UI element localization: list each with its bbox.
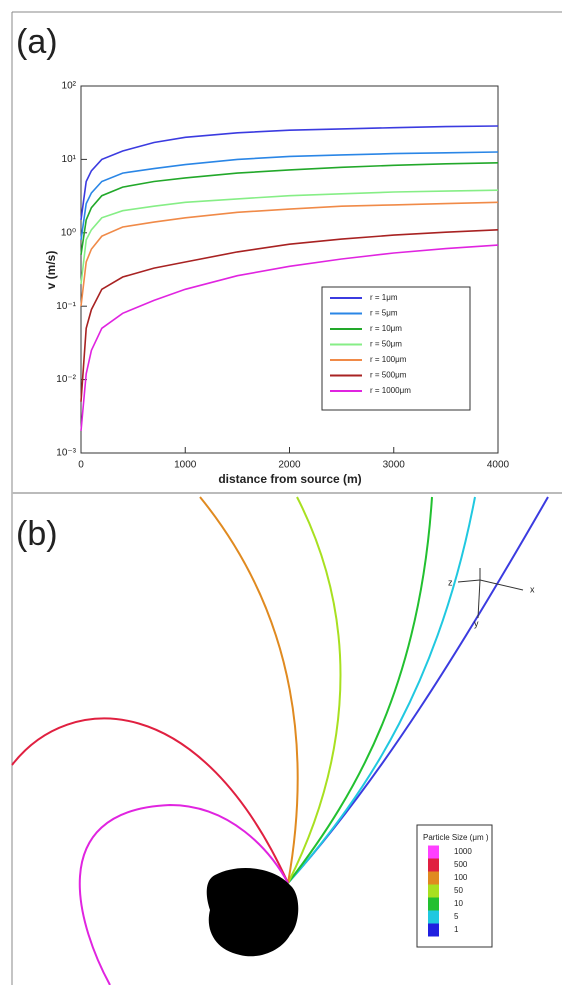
x-tick-label: 3000 (383, 460, 406, 471)
line (80, 244, 499, 431)
x-tick-label: 4000 (487, 460, 510, 471)
colorbar-swatch (428, 845, 439, 859)
legend-label: r = 1000μm (370, 386, 411, 395)
axis-triad (457, 568, 524, 619)
y-tick-label: 10⁻¹ (56, 301, 76, 312)
trajectory (11, 717, 289, 884)
trajectories (11, 496, 549, 985)
trajectory (287, 496, 342, 884)
comet-nucleus (206, 867, 299, 957)
trajectory (287, 496, 476, 884)
colorbar-label: 1000 (454, 847, 472, 856)
line (80, 125, 499, 221)
line (80, 229, 499, 402)
x-tick-label: 0 (78, 460, 84, 471)
y-tick-label: 10¹ (62, 154, 77, 165)
colorbar-label: 100 (454, 873, 468, 882)
y-tick-label: 10⁻³ (56, 448, 76, 459)
legend-label: r = 10μm (370, 324, 402, 333)
trajectory (199, 496, 299, 884)
colorbar-label: 5 (454, 912, 459, 921)
triad-label: z (448, 577, 453, 587)
trajectory (287, 496, 433, 884)
legend-label: r = 5μm (370, 309, 398, 318)
legend-box (321, 286, 471, 411)
line (80, 162, 499, 256)
colorbar-swatch (428, 910, 439, 924)
legend-label: r = 500μm (370, 371, 407, 380)
colorbar-label: 50 (454, 886, 463, 895)
line (80, 189, 499, 285)
triad-label: y (474, 618, 479, 628)
x-tick-label: 1000 (174, 460, 197, 471)
triad-axis (457, 579, 481, 583)
colorbar-swatch (428, 858, 439, 872)
colorbar-label: 1 (454, 925, 459, 934)
triad-axis (477, 579, 481, 619)
x-tick-label: 2000 (278, 460, 301, 471)
legend-label: r = 1μm (370, 293, 398, 302)
colorbar-swatch (428, 923, 439, 937)
triad-axis (479, 579, 524, 591)
triad-label: x (530, 584, 535, 594)
legend-label: r = 50μm (370, 340, 402, 349)
colorbar-swatch (428, 871, 439, 885)
line (80, 201, 499, 307)
colorbar: Particle Size (μm ) 1000 500 100 50 10 5 1 (416, 824, 493, 948)
x-axis-label: distance from source (m) (218, 472, 361, 486)
y-tick-label: 10⁰ (61, 227, 76, 238)
colorbar-label: 10 (454, 899, 463, 908)
y-tick-label: 10² (62, 81, 77, 92)
panel-label: (a) (16, 23, 58, 61)
panel-label: (b) (16, 515, 58, 553)
colorbar-label: 500 (454, 860, 468, 869)
legend-label: r = 100μm (370, 355, 407, 364)
colorbar-swatch (428, 897, 439, 911)
y-axis-label: v (m/s) (44, 251, 58, 290)
colorbar-title: Particle Size (μm ) (423, 833, 489, 842)
y-tick-label: 10⁻² (56, 374, 76, 385)
colorbar-swatch (428, 884, 439, 898)
legend: r = 1μm r = 5μm r = 10μm r = 50μm r = 100μm r… (321, 286, 471, 411)
trajectory (78, 803, 289, 985)
line (80, 151, 499, 241)
